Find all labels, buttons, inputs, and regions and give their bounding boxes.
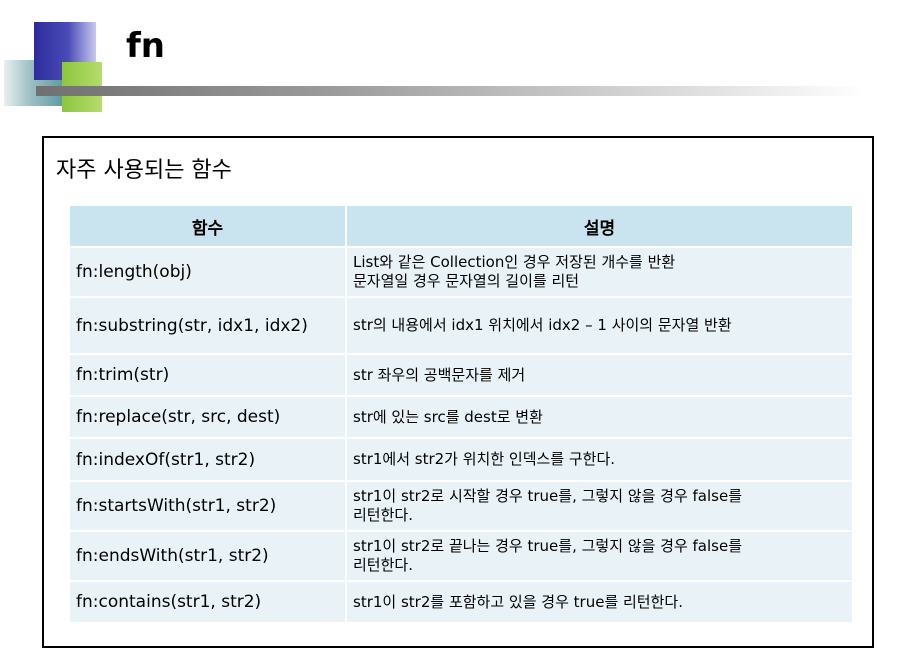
table-row: fn:indexOf(str1, str2) str1에서 str2가 위치한 …	[70, 438, 854, 482]
function-table: 함수 설명 fn:length(obj) List와 같은 Collection…	[70, 206, 854, 624]
description-line: str1이 str2를 포함하고 있을 경우 true를 리턴한다.	[353, 592, 683, 611]
function-description: str의 내용에서 idx1 위치에서 idx2 – 1 사이의 문자열 반환	[346, 297, 854, 355]
function-name: fn:indexOf(str1, str2)	[70, 438, 347, 482]
function-description: str1이 str2를 포함하고 있을 경우 true를 리턴한다.	[346, 581, 854, 624]
function-description: str1이 str2로 끝나는 경우 true를, 그렇지 않을 경우 fals…	[346, 531, 854, 582]
description-line: str에 있는 src를 dest로 변환	[353, 407, 543, 426]
table-row: fn:substring(str, idx1, idx2) str의 내용에서 …	[70, 297, 854, 355]
description-line: str 좌우의 공백문자를 제거	[353, 365, 526, 384]
slide-title: fn	[126, 26, 165, 66]
table-row: fn:contains(str1, str2) str1이 str2를 포함하고…	[70, 581, 854, 624]
description-line: 리턴한다.	[353, 556, 413, 574]
function-name: fn:trim(str)	[70, 354, 347, 397]
table-header-row: 함수 설명	[70, 206, 854, 248]
column-header-description: 설명	[346, 206, 854, 248]
table-row: fn:length(obj) List와 같은 Collection인 경우 저…	[70, 247, 854, 298]
description-line: 문자열일 경우 문자열의 길이를 리턴	[353, 272, 580, 290]
function-description: str1에서 str2가 위치한 인덱스를 구한다.	[346, 438, 854, 482]
description-line: List와 같은 Collection인 경우 저장된 개수를 반환	[353, 253, 676, 271]
function-name: fn:startsWith(str1, str2)	[70, 481, 347, 532]
description-line: str1이 str2로 끝나는 경우 true를, 그렇지 않을 경우 fals…	[353, 537, 742, 555]
description-line: str1이 str2로 시작할 경우 true를, 그렇지 않을 경우 fals…	[353, 487, 742, 505]
table-row: fn:replace(str, src, dest) str에 있는 src를 …	[70, 396, 854, 439]
section-heading: 자주 사용되는 함수	[56, 158, 232, 183]
table-row: fn:trim(str) str 좌우의 공백문자를 제거	[70, 354, 854, 397]
function-description: str 좌우의 공백문자를 제거	[346, 354, 854, 397]
table-row: fn:endsWith(str1, str2) str1이 str2로 끝나는 …	[70, 531, 854, 582]
function-name: fn:endsWith(str1, str2)	[70, 531, 347, 582]
description-line: str의 내용에서 idx1 위치에서 idx2 – 1 사이의 문자열 반환	[353, 316, 732, 334]
function-name: fn:substring(str, idx1, idx2)	[70, 297, 347, 355]
header-rule	[36, 86, 866, 96]
description-line: 리턴한다.	[353, 506, 413, 524]
function-description: List와 같은 Collection인 경우 저장된 개수를 반환 문자열일 …	[346, 247, 854, 298]
function-description: str에 있는 src를 dest로 변환	[346, 396, 854, 439]
description-line: str1에서 str2가 위치한 인덱스를 구한다.	[353, 450, 616, 468]
function-name: fn:replace(str, src, dest)	[70, 396, 347, 439]
function-description: str1이 str2로 시작할 경우 true를, 그렇지 않을 경우 fals…	[346, 481, 854, 532]
function-name: fn:contains(str1, str2)	[70, 581, 347, 624]
table-row: fn:startsWith(str1, str2) str1이 str2로 시작…	[70, 481, 854, 532]
content-box: 자주 사용되는 함수 함수 설명 fn:length(obj) List와 같은…	[42, 136, 874, 648]
column-header-function: 함수	[70, 206, 347, 248]
function-name: fn:length(obj)	[70, 247, 347, 298]
